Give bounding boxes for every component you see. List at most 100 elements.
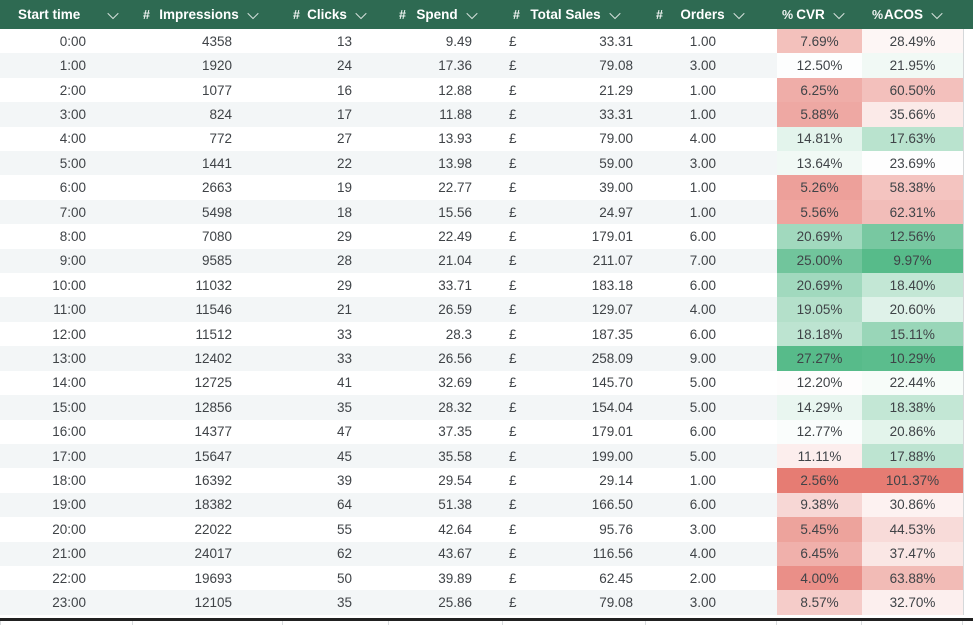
cell-acos[interactable]: 62.31% — [862, 199, 963, 225]
cell-cvr[interactable]: 14.81% — [777, 126, 862, 152]
cell-impressions[interactable]: 11512 — [133, 322, 283, 346]
cell-orders[interactable]: 1.00 — [646, 29, 777, 53]
cell-total-sales[interactable]: £ 187.35 — [503, 322, 646, 346]
cell-impressions[interactable]: 772 — [133, 127, 283, 151]
cell-start-time[interactable]: 20:00 — [0, 517, 133, 541]
cell-cvr[interactable]: 5.45% — [777, 517, 862, 542]
cell-acos[interactable]: 58.38% — [862, 175, 963, 200]
cell-acos[interactable]: 12.56% — [862, 224, 963, 249]
cell-start-time[interactable]: 19:00 — [0, 493, 133, 517]
cell-orders[interactable]: 6.00 — [646, 420, 777, 444]
cell-start-time[interactable]: 11:00 — [0, 297, 133, 321]
cell-start-time[interactable]: 18:00 — [0, 468, 133, 492]
cell-impressions[interactable]: 24017 — [133, 542, 283, 566]
cell-impressions[interactable]: 12402 — [133, 346, 283, 370]
cell-acos[interactable]: 18.40% — [862, 273, 963, 298]
cell-impressions[interactable]: 9585 — [133, 249, 283, 273]
cell-cvr[interactable]: 12.77% — [777, 419, 862, 444]
cell-spend[interactable]: 13.98 — [389, 151, 503, 175]
cell-start-time[interactable]: 15:00 — [0, 395, 133, 419]
cell-acos[interactable]: 9.97% — [862, 248, 963, 274]
cell-impressions[interactable]: 824 — [133, 102, 283, 126]
cell-impressions[interactable]: 11032 — [133, 273, 283, 297]
cell-orders[interactable]: 1.00 — [646, 175, 777, 199]
cell-start-time[interactable]: 8:00 — [0, 224, 133, 248]
cell-start-time[interactable]: 7:00 — [0, 200, 133, 224]
cell-impressions[interactable]: 14377 — [133, 420, 283, 444]
cell-orders[interactable]: 6.00 — [646, 322, 777, 346]
cell-total-sales[interactable]: £ 29.14 — [503, 468, 646, 492]
cell-total-sales[interactable]: £ 199.00 — [503, 444, 646, 468]
cell-spend[interactable]: 32.69 — [389, 371, 503, 395]
cell-cvr[interactable]: 2.56% — [777, 468, 862, 493]
column-header-acos[interactable]: % ACOS — [862, 0, 963, 29]
cell-total-sales[interactable]: £ 33.31 — [503, 102, 646, 126]
cell-orders[interactable]: 6.00 — [646, 493, 777, 517]
cell-start-time[interactable]: 22:00 — [0, 566, 133, 590]
cell-acos[interactable]: 30.86% — [862, 492, 963, 518]
chevron-down-icon[interactable] — [732, 7, 745, 19]
cell-clicks[interactable]: 29 — [283, 224, 389, 248]
cell-impressions[interactable]: 1920 — [133, 53, 283, 77]
cell-spend[interactable]: 21.04 — [389, 249, 503, 273]
cell-acos[interactable]: 44.53% — [862, 517, 963, 542]
cell-impressions[interactable]: 19693 — [133, 566, 283, 590]
cell-acos[interactable]: 15.11% — [862, 321, 963, 347]
cell-cvr[interactable]: 13.64% — [777, 151, 862, 176]
cell-cvr[interactable]: 7.69% — [777, 29, 862, 54]
cell-start-time[interactable]: 9:00 — [0, 249, 133, 273]
cell-cvr[interactable]: 9.38% — [777, 492, 862, 518]
cell-acos[interactable]: 21.95% — [862, 53, 963, 78]
cell-spend[interactable]: 22.49 — [389, 224, 503, 248]
cell-clicks[interactable]: 28 — [283, 249, 389, 273]
cell-acos[interactable]: 17.88% — [862, 443, 963, 469]
cell-impressions[interactable]: 4358 — [133, 29, 283, 53]
cell-clicks[interactable]: 39 — [283, 468, 389, 492]
cell-cvr[interactable]: 20.69% — [777, 273, 862, 298]
cell-orders[interactable]: 1.00 — [646, 78, 777, 102]
column-header-clicks[interactable]: # Clicks — [283, 0, 389, 29]
cell-clicks[interactable]: 17 — [283, 102, 389, 126]
cell-start-time[interactable]: 10:00 — [0, 273, 133, 297]
cell-total-sales[interactable]: £ 183.18 — [503, 273, 646, 297]
cell-total-sales[interactable]: £ 62.45 — [503, 566, 646, 590]
cell-impressions[interactable]: 22022 — [133, 517, 283, 541]
cell-acos[interactable]: 22.44% — [862, 370, 963, 396]
cell-clicks[interactable]: 41 — [283, 371, 389, 395]
cell-acos[interactable]: 17.63% — [862, 126, 963, 152]
cell-impressions[interactable]: 12105 — [133, 590, 283, 614]
cell-spend[interactable]: 12.88 — [389, 78, 503, 102]
cell-spend[interactable]: 9.49 — [389, 29, 503, 53]
cell-spend[interactable]: 35.58 — [389, 444, 503, 468]
cell-clicks[interactable]: 27 — [283, 127, 389, 151]
cell-total-sales[interactable]: £ 129.07 — [503, 297, 646, 321]
cell-orders[interactable]: 3.00 — [646, 151, 777, 175]
cell-acos[interactable]: 60.50% — [862, 77, 963, 103]
cell-impressions[interactable]: 2663 — [133, 175, 283, 199]
cell-impressions[interactable]: 1077 — [133, 78, 283, 102]
cell-cvr[interactable]: 14.29% — [777, 395, 862, 420]
cell-clicks[interactable]: 33 — [283, 322, 389, 346]
cell-orders[interactable]: 5.00 — [646, 395, 777, 419]
cell-orders[interactable]: 5.00 — [646, 444, 777, 468]
cell-cvr[interactable]: 4.00% — [777, 565, 862, 591]
column-header-cvr[interactable]: % CVR — [777, 0, 862, 29]
cell-start-time[interactable]: 16:00 — [0, 420, 133, 444]
cell-clicks[interactable]: 13 — [283, 29, 389, 53]
cell-start-time[interactable]: 2:00 — [0, 78, 133, 102]
chevron-down-icon[interactable] — [465, 7, 478, 19]
cell-total-sales[interactable]: £ 79.08 — [503, 590, 646, 614]
cell-spend[interactable]: 42.64 — [389, 517, 503, 541]
cell-orders[interactable]: 4.00 — [646, 127, 777, 151]
cell-clicks[interactable]: 45 — [283, 444, 389, 468]
cell-orders[interactable]: 4.00 — [646, 542, 777, 566]
cell-clicks[interactable]: 24 — [283, 53, 389, 77]
cell-start-time[interactable]: 23:00 — [0, 590, 133, 614]
cell-impressions[interactable]: 5498 — [133, 200, 283, 224]
cell-start-time[interactable]: 5:00 — [0, 151, 133, 175]
cell-cvr[interactable]: 12.50% — [777, 53, 862, 78]
cell-spend[interactable]: 26.59 — [389, 297, 503, 321]
cell-clicks[interactable]: 19 — [283, 175, 389, 199]
cell-cvr[interactable]: 19.05% — [777, 297, 862, 322]
cell-acos[interactable]: 23.69% — [862, 151, 963, 176]
